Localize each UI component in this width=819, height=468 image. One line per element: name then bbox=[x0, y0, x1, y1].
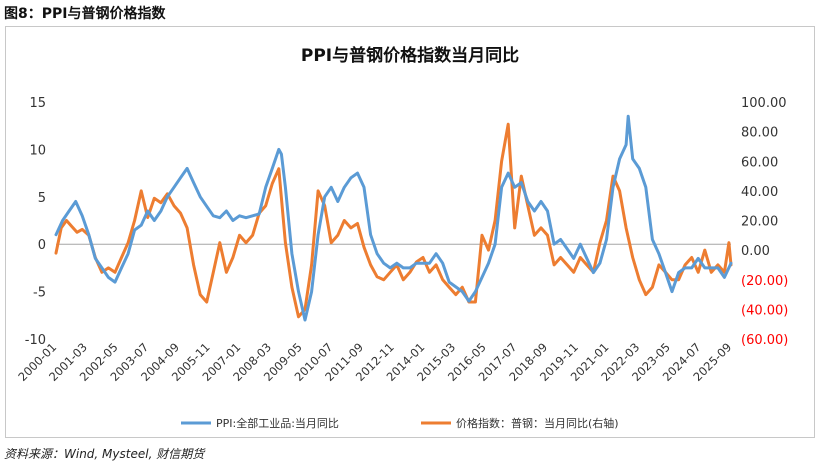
legend-label-ppi: PPI:全部工业品:当月同比 bbox=[216, 416, 339, 430]
series-line-steel bbox=[54, 122, 733, 319]
right-tick-label: 40.00 bbox=[741, 185, 778, 200]
legend-label-steel: 价格指数：普钢：当月同比(右轴) bbox=[456, 416, 619, 430]
left-tick-label: 10 bbox=[29, 143, 46, 158]
left-tick-label: -10 bbox=[25, 333, 46, 348]
right-axis-ticks: 100.00 80.00 60.00 40.00 20.00 0.00 (20.00) (40… bbox=[741, 96, 788, 348]
right-tick-label: (40.00) bbox=[741, 303, 788, 318]
left-tick-label: 0 bbox=[38, 238, 46, 253]
left-tick-label: -5 bbox=[33, 286, 46, 301]
right-tick-label: 80.00 bbox=[741, 126, 778, 141]
right-tick-label: 60.00 bbox=[741, 155, 778, 170]
left-axis-ticks: 15 10 5 0 -5 -10 bbox=[25, 96, 46, 348]
left-tick-label: 5 bbox=[38, 191, 46, 206]
chart-title: PPI与普钢价格指数当月同比 bbox=[301, 45, 519, 66]
figure-label: 图8：PPI与普钢价格指数 bbox=[4, 6, 166, 22]
chart: PPI与普钢价格指数当月同比 15 10 5 0 -5 -10 100.00 80.00 60… bbox=[15, 45, 788, 430]
right-tick-label: 0.00 bbox=[741, 244, 770, 259]
right-tick-label: 20.00 bbox=[741, 215, 778, 230]
series-line-ppi bbox=[54, 114, 733, 322]
right-tick-label: (20.00) bbox=[741, 274, 788, 289]
series-lines bbox=[54, 114, 733, 322]
right-tick-label: 100.00 bbox=[741, 96, 787, 111]
chart-container: PPI与普钢价格指数当月同比 15 10 5 0 -5 -10 100.00 80.00 60… bbox=[5, 26, 815, 438]
x-axis-ticks: 2000-012001-032002-052003-072004-092005-… bbox=[15, 340, 734, 384]
left-tick-label: 15 bbox=[29, 96, 46, 111]
legend: PPI:全部工业品:当月同比 价格指数：普钢：当月同比(右轴) bbox=[181, 416, 619, 430]
source-note: 资料来源：Wind, Mysteel, 财信期货 bbox=[4, 447, 205, 461]
right-tick-label: (60.00) bbox=[741, 333, 788, 348]
